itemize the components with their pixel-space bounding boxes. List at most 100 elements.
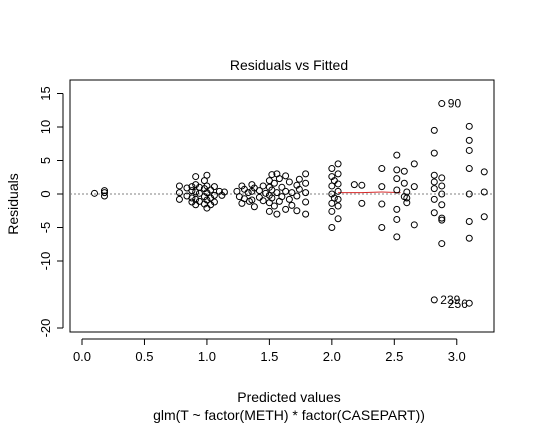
residual-point [282, 172, 290, 180]
residual-point [393, 215, 401, 223]
residual-point [465, 165, 473, 173]
residual-point [465, 299, 473, 307]
residual-point [268, 171, 276, 179]
outlier-label: 90 [448, 97, 462, 111]
residual-point [195, 189, 203, 197]
residual-point [278, 193, 286, 201]
residual-point [465, 122, 473, 130]
residual-point [175, 195, 183, 203]
residual-point [220, 188, 228, 196]
residual-point [188, 183, 196, 191]
residual-point [270, 202, 278, 210]
residual-point [293, 207, 301, 215]
residual-point [100, 189, 108, 197]
residual-point [192, 195, 200, 203]
residual-point [410, 221, 418, 229]
residual-point [334, 187, 342, 195]
residual-point [250, 203, 258, 211]
residual-point [400, 167, 408, 175]
residual-point [255, 187, 263, 195]
residual-point [430, 178, 438, 186]
residual-point [393, 151, 401, 159]
residual-point [480, 168, 488, 176]
x-axis-label: Predicted values [237, 389, 341, 405]
residual-point [465, 136, 473, 144]
residual-point [350, 181, 358, 189]
residual-point [430, 296, 438, 304]
residual-point [192, 188, 200, 196]
residual-point [410, 160, 418, 168]
model-formula-label: glm(T ~ factor(METH) * factor(CASEPART)) [153, 407, 425, 423]
residual-point [403, 194, 411, 202]
y-axis-label: Residuals [5, 173, 21, 234]
residual-point [100, 192, 108, 200]
residual-point [203, 196, 211, 204]
residual-point [378, 224, 386, 231]
residual-point [438, 201, 446, 209]
residual-point [410, 183, 418, 191]
residual-point [438, 214, 446, 222]
residual-point [188, 187, 196, 195]
residual-point [175, 189, 183, 197]
residual-point [275, 175, 283, 183]
residual-point [302, 189, 310, 197]
residual-point [378, 165, 386, 173]
residual-point [100, 187, 108, 195]
residual-point [328, 224, 336, 231]
residual-point [465, 217, 473, 225]
residual-point [295, 185, 303, 193]
residual-point [430, 149, 438, 157]
x-tick-label: 1.5 [260, 349, 278, 364]
residual-point [244, 189, 252, 197]
y-tick-label: 0 [38, 190, 53, 197]
residual-point [403, 199, 411, 207]
residual-point [302, 179, 310, 187]
residual-point [265, 207, 273, 215]
residual-point [285, 178, 293, 186]
residual-point [270, 179, 278, 187]
residual-point [330, 194, 338, 202]
residual-point [334, 160, 342, 168]
residual-point [430, 185, 438, 193]
residual-point [438, 182, 446, 190]
residual-point [430, 209, 438, 217]
x-tick-label: 1.0 [198, 349, 216, 364]
residual-point [334, 215, 342, 223]
residual-point [273, 210, 281, 218]
residual-point [268, 194, 276, 202]
residual-point [262, 189, 270, 197]
residual-point [328, 207, 336, 215]
y-tick-label: 10 [38, 120, 53, 134]
residual-point [210, 183, 218, 191]
residual-point [293, 192, 301, 200]
residual-point [378, 200, 386, 208]
y-tick-label: -20 [38, 319, 53, 338]
residual-point [438, 190, 446, 198]
residual-point [393, 166, 401, 174]
residual-point [465, 234, 473, 242]
residual-point [282, 187, 290, 195]
x-tick-label: 2.5 [385, 349, 403, 364]
y-tick-label: -5 [38, 222, 53, 234]
residual-point [175, 182, 183, 190]
residual-point [285, 195, 293, 203]
residual-point [378, 183, 386, 191]
x-tick-label: 3.0 [448, 349, 466, 364]
y-tick-label: 5 [38, 157, 53, 164]
residual-point [248, 196, 256, 204]
y-axis: 15 10 5 0 -5 -10 -20 [38, 86, 64, 338]
residual-point [334, 202, 342, 210]
residual-point [334, 170, 342, 178]
residual-point [438, 174, 446, 182]
residual-point [438, 100, 446, 108]
chart-title: Residuals vs Fitted [230, 57, 348, 73]
y-tick-label: 15 [38, 86, 53, 100]
residual-point [282, 205, 290, 213]
residual-point [273, 189, 281, 197]
residual-point [203, 182, 211, 190]
residual-point [430, 126, 438, 134]
outlier-label: 256 [448, 297, 468, 311]
residual-point [192, 173, 200, 181]
